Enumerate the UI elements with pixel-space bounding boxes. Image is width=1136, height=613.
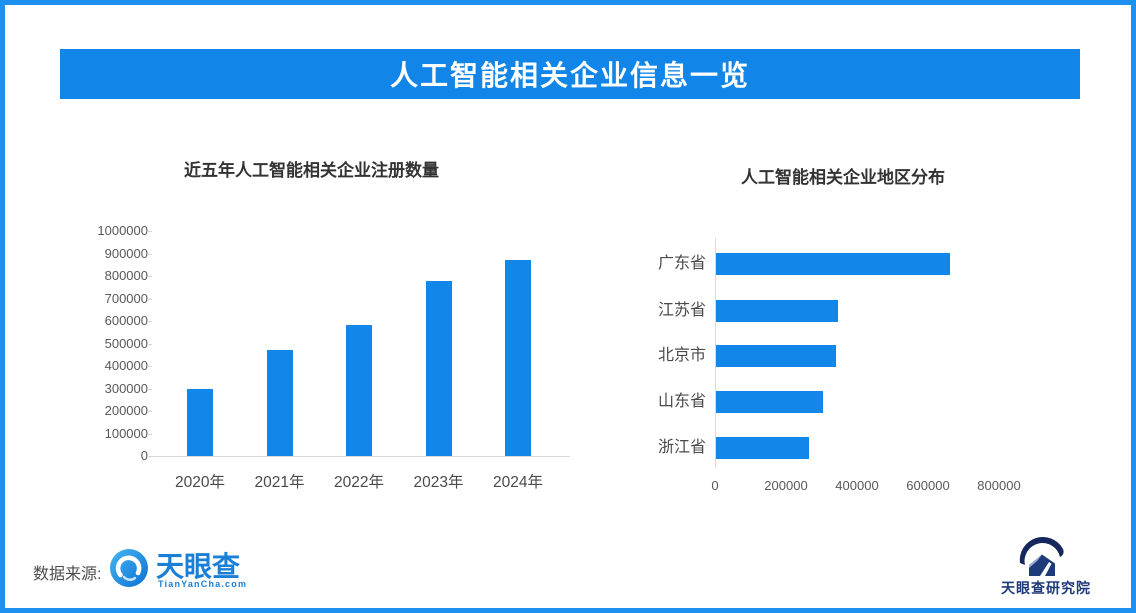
y-axis-tick	[147, 276, 152, 277]
y-axis-tick	[147, 321, 152, 322]
bar	[716, 437, 809, 459]
research-institute-logo-icon	[1019, 537, 1064, 576]
data-source-label: 数据来源:	[33, 566, 102, 583]
category-label: 江苏省	[657, 301, 706, 319]
bar	[346, 325, 372, 456]
x-axis-label: 2021年	[254, 474, 305, 491]
y-axis-label: 1000000	[97, 223, 148, 238]
x-axis-baseline	[152, 456, 570, 457]
bar	[716, 299, 838, 322]
x-tick-label: 600000	[906, 478, 950, 493]
y-axis-label: 300000	[104, 380, 148, 396]
research-institute-label: 天眼查研究院	[1001, 580, 1091, 596]
bar	[716, 253, 950, 275]
y-axis-tick	[147, 411, 152, 412]
x-tick-label: 400000	[835, 478, 879, 493]
bar	[505, 260, 531, 456]
y-axis-tick	[147, 253, 152, 255]
y-axis-tick	[147, 433, 152, 435]
y-axis-label: 200000	[104, 403, 148, 418]
y-axis-tick	[147, 456, 152, 457]
tianyancha-logo-icon	[110, 549, 148, 587]
y-axis-label: 800000	[104, 268, 148, 283]
y-axis-label: 900000	[104, 245, 148, 261]
y-axis-label: 500000	[104, 335, 148, 351]
y-axis-line	[715, 238, 716, 468]
y-axis-label: 600000	[104, 313, 148, 328]
y-axis-tick	[147, 343, 152, 345]
bar	[425, 281, 452, 456]
y-axis-label: 0	[140, 448, 148, 463]
bar	[187, 389, 213, 456]
y-axis-tick	[147, 298, 152, 300]
x-axis-label: 2020年	[175, 474, 225, 491]
y-axis-tick	[147, 388, 152, 390]
category-label: 广东省	[657, 255, 706, 272]
tianyancha-domain-text: TianYanCha.com	[158, 579, 248, 589]
y-axis-tick	[147, 366, 152, 367]
x-axis-label: 2024年	[493, 474, 543, 491]
x-axis-label: 2022年	[334, 474, 384, 491]
y-axis-label: 700000	[104, 290, 148, 306]
tianyancha-wordmark: 天眼查	[156, 551, 241, 582]
y-axis-label: 100000	[104, 425, 148, 441]
x-tick-label: 800000	[977, 478, 1021, 493]
y-axis-tick	[147, 231, 152, 232]
category-label: 北京市	[657, 347, 706, 364]
x-tick-label: 200000	[764, 478, 808, 493]
right-chart-title: 人工智能相关企业地区分布	[741, 168, 945, 187]
left-chart-title: 近五年人工智能相关企业注册数量	[184, 161, 439, 180]
bar	[266, 350, 293, 456]
x-tick-label: 0	[711, 478, 719, 493]
x-axis-label: 2023年	[413, 474, 464, 491]
page-title-banner: 人工智能相关企业信息一览	[60, 49, 1080, 99]
category-label: 山东省	[657, 393, 706, 410]
category-label: 浙江省	[657, 439, 706, 456]
y-axis-label: 400000	[104, 358, 148, 373]
bar	[716, 391, 823, 413]
page-title: 人工智能相关企业信息一览	[389, 60, 750, 91]
bar	[716, 345, 836, 367]
